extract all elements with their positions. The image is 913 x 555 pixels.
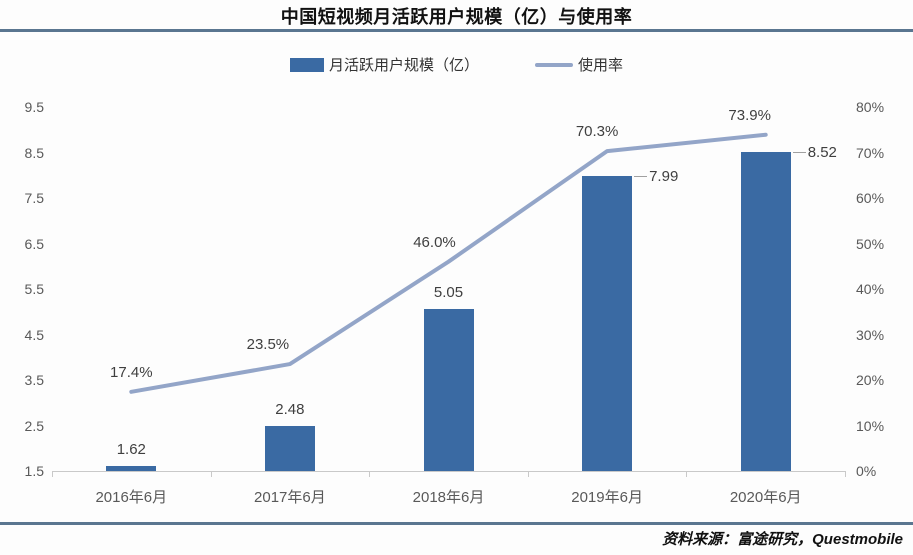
bar-value-label: 2.48 xyxy=(275,401,305,419)
footer-divider xyxy=(0,522,913,525)
legend-mau-label: 月活跃用户规模（亿） xyxy=(328,57,479,74)
left-axis-tick-label: 6.5 xyxy=(24,235,44,252)
bar xyxy=(423,309,474,471)
bar-label-leader-line xyxy=(792,151,806,153)
right-axis-tick-label: 40% xyxy=(856,281,885,297)
bar-label-leader-line xyxy=(634,175,648,177)
line-series-swatch-icon xyxy=(535,62,573,67)
x-category-label: 2018年6月 xyxy=(412,489,485,506)
left-axis-tick-label: 7.5 xyxy=(24,190,44,206)
source-note: 资料来源：富途研究，Questmobile xyxy=(662,531,903,548)
x-category-label: 2019年6月 xyxy=(571,489,643,506)
right-axis-tick-label: 50% xyxy=(856,235,885,252)
x-category-label: 2020年6月 xyxy=(729,489,802,506)
right-axis-tick-label: 30% xyxy=(856,326,885,343)
x-axis-tick xyxy=(845,471,846,477)
line-point-label: 23.5% xyxy=(246,336,290,354)
x-axis-tick xyxy=(686,471,688,477)
line-point-label: 17.4% xyxy=(110,363,153,381)
left-axis-tick-label: 1.5 xyxy=(24,463,44,479)
bar xyxy=(740,151,791,471)
legend: 月活跃用户规模（亿） 使用率 xyxy=(0,54,913,75)
right-axis-tick-label: 80% xyxy=(856,99,885,115)
right-axis-tick-label: 10% xyxy=(856,417,885,434)
x-axis-tick xyxy=(527,471,529,477)
chart-title: 中国短视频月活跃用户规模（亿）与使用率 xyxy=(280,7,633,27)
bar xyxy=(582,175,633,471)
left-axis-tick-label: 2.5 xyxy=(24,417,44,434)
x-axis-tick xyxy=(369,471,371,477)
left-axis-tick-label: 9.5 xyxy=(24,99,44,115)
legend-item-mau: 月活跃用户规模（亿） xyxy=(289,54,479,75)
x-axis-tick xyxy=(52,471,53,477)
bar-series-swatch-icon xyxy=(289,57,324,72)
right-axis-tick-label: 60% xyxy=(856,190,885,206)
bar-value-label: 5.05 xyxy=(433,284,464,302)
right-axis-tick-label: 20% xyxy=(856,372,885,388)
bar xyxy=(106,465,157,471)
left-axis-tick-label: 8.5 xyxy=(24,144,44,161)
line-point-label: 46.0% xyxy=(413,233,456,251)
line-point-label: 73.9% xyxy=(728,106,771,124)
bar-value-label: 1.62 xyxy=(116,440,146,458)
x-category-label: 2016年6月 xyxy=(95,489,168,506)
legend-usage-label: 使用率 xyxy=(578,57,624,74)
right-axis-tick-label: 0% xyxy=(856,463,877,479)
left-axis-tick-label: 3.5 xyxy=(24,372,44,388)
left-axis-tick-label: 4.5 xyxy=(24,326,44,343)
bar xyxy=(264,426,315,471)
left-axis-tick-label: 5.5 xyxy=(24,281,44,297)
legend-item-usage: 使用率 xyxy=(535,54,623,75)
right-axis-tick-label: 70% xyxy=(856,144,885,161)
line-point-label: 70.3% xyxy=(575,123,619,141)
bar-value-label: 8.52 xyxy=(807,143,837,161)
title-divider xyxy=(0,29,913,32)
x-axis-line xyxy=(52,471,845,472)
x-category-label: 2017年6月 xyxy=(254,489,326,506)
x-axis-tick xyxy=(210,471,212,477)
bar-value-label: 7.99 xyxy=(649,167,679,185)
